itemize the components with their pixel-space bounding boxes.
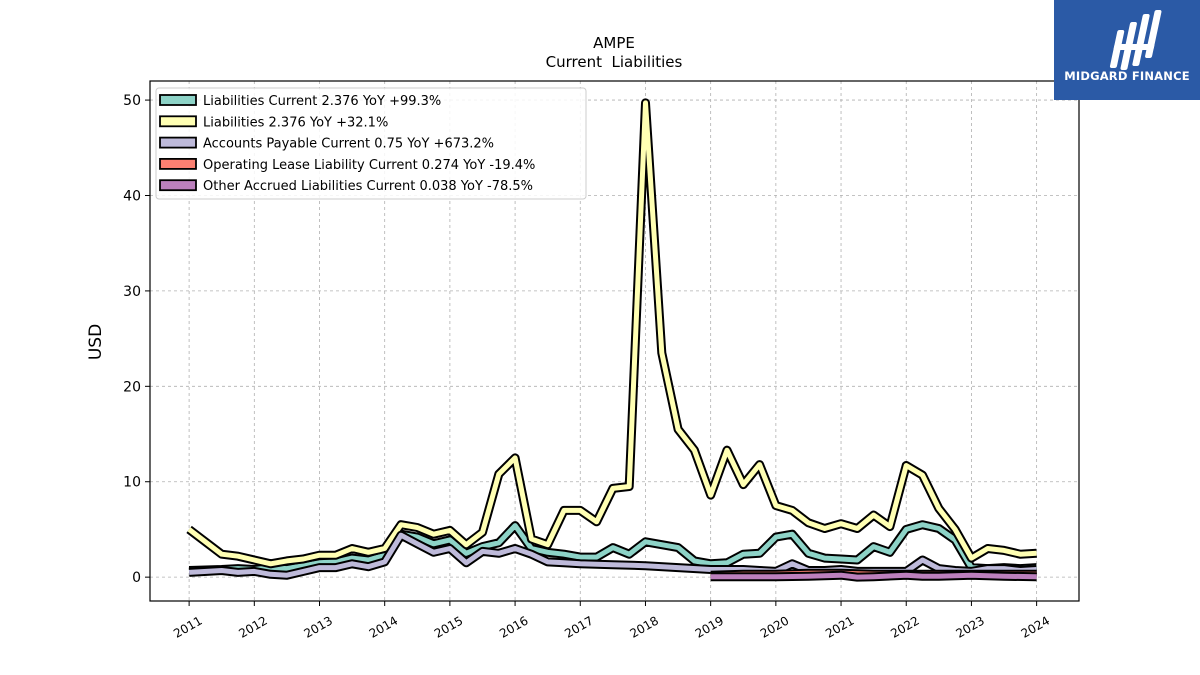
series-line (710, 572, 1037, 580)
y-tick-label: 10 (123, 475, 141, 491)
y-tick-label: 20 (123, 379, 141, 395)
series-4 (710, 570, 1037, 582)
legend-label: Liabilities 2.376 YoY +32.1% (203, 115, 388, 130)
x-tick-label: 2019 (693, 613, 726, 640)
x-tick-label: 2017 (562, 613, 595, 640)
series-2 (188, 530, 1037, 580)
x-tick-label: 2024 (1019, 613, 1052, 640)
y-tick-label: 30 (123, 284, 141, 300)
x-tick-label: 2012 (236, 613, 269, 640)
series-0 (188, 520, 1037, 575)
x-tick-label: 2016 (497, 613, 530, 640)
chart-title: AMPE (593, 34, 635, 52)
x-tick-label: 2014 (367, 613, 400, 640)
x-tick-label: 2021 (823, 613, 856, 640)
y-axis-label: USD (86, 324, 106, 360)
brand-logo: MIDGARD FINANCE (1054, 0, 1200, 100)
x-tick-label: 2013 (302, 613, 335, 640)
legend-label: Liabilities Current 2.376 YoY +99.3% (203, 94, 441, 109)
y-tick-label: 50 (123, 93, 141, 109)
legend-swatch (159, 115, 197, 128)
series-line (187, 100, 1037, 567)
midgard-logo-icon (1109, 10, 1162, 70)
chart-subtitle: Current Liabilities (546, 53, 683, 71)
x-tick-label: 2018 (628, 613, 661, 640)
legend-swatch (159, 136, 197, 149)
x-tick-label: 2011 (171, 613, 204, 640)
y-axis: 0 10 20 30 40 50 (123, 93, 150, 586)
legend-swatch (159, 179, 197, 192)
brand-name: MIDGARD FINANCE (1064, 69, 1190, 83)
legend-swatch (159, 157, 197, 170)
legend-label: Accounts Payable Current 0.75 YoY +673.2… (203, 137, 494, 152)
series-layer (186, 98, 1037, 582)
x-tick-label: 2022 (888, 613, 921, 640)
x-tick-label: 2020 (758, 613, 791, 640)
y-tick-label: 40 (123, 188, 141, 204)
legend-box (155, 87, 587, 200)
legend-label: Operating Lease Liability Current 0.274 … (203, 158, 535, 173)
series-1 (186, 98, 1037, 569)
legend-label: Other Accrued Liabilities Current 0.038 … (203, 179, 533, 194)
x-tick-label: 2015 (432, 613, 465, 640)
x-axis: 2011 2012 2013 2014 2015 2016 2017 2018 2019 2020… (171, 601, 1052, 641)
y-tick-label: 0 (132, 570, 141, 586)
x-tick-label: 2023 (953, 613, 986, 640)
series-line (188, 532, 1037, 578)
legend: Liabilities Current 2.376 YoY +99.3% Liab… (155, 87, 587, 200)
legend-swatch (159, 94, 197, 106)
plot-frame (149, 80, 1080, 602)
series-line (189, 522, 1037, 573)
